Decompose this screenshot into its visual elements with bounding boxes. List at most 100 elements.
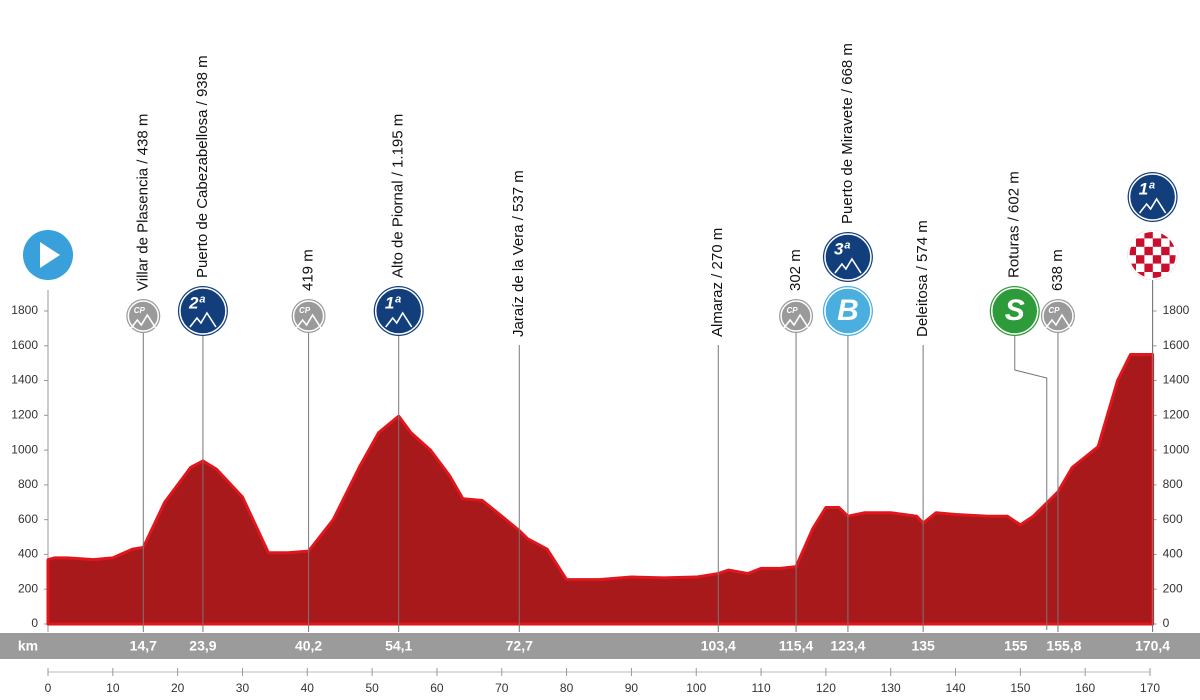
icon-circle <box>1127 172 1178 222</box>
checker-cell <box>1144 246 1153 256</box>
icon-ring <box>824 233 872 281</box>
checker-cell <box>1152 238 1162 247</box>
waypoint-label: Villar de Plasencia / 438 m <box>134 114 151 291</box>
x-tick-label: 150 <box>1010 681 1030 695</box>
km-mark-label: 54,1 <box>385 638 412 654</box>
y-tick-label: 1000 <box>1163 442 1190 456</box>
waypoint-label: Jaraíz de la Vera / 537 m <box>510 170 527 337</box>
icon-glyph <box>189 311 217 328</box>
x-tick-label: 120 <box>816 681 836 695</box>
km-mark-label: 72,7 <box>506 638 533 654</box>
waypoint-label: 419 m <box>300 249 317 291</box>
checker-cell <box>1128 231 1137 239</box>
icon-circle <box>177 286 228 336</box>
y-tick-label: 400 <box>18 547 38 561</box>
icon <box>1127 230 1178 280</box>
checker-cell <box>1152 255 1162 264</box>
icon-ring <box>127 300 160 332</box>
icon-ring <box>374 287 423 335</box>
y-tick-label: 600 <box>18 512 38 526</box>
checker-cell <box>1169 272 1177 279</box>
icon-text: 2ª <box>188 293 205 312</box>
icon-circle <box>989 286 1040 336</box>
checker-cell <box>1136 255 1145 264</box>
x-tick-label: 40 <box>301 681 315 695</box>
icon-ring <box>1042 300 1074 332</box>
y-tick-label: 0 <box>31 616 38 630</box>
y-tick-label: 1200 <box>11 408 38 422</box>
icon-ring <box>991 287 1039 335</box>
icon-glyph <box>385 311 413 328</box>
y-tick-label: 1600 <box>11 338 38 352</box>
waypoint-label: 302 m <box>787 249 804 291</box>
icon: CP <box>779 299 814 333</box>
icon-glyph <box>782 313 810 330</box>
x-tick-label: 80 <box>560 681 574 695</box>
y-tick-label: 1000 <box>11 442 38 456</box>
km-mark-label: 170,4 <box>1135 638 1170 654</box>
x-tick-label: 60 <box>430 681 444 695</box>
icon-ring <box>179 287 227 335</box>
checker-cell <box>1152 272 1162 279</box>
elevation-area <box>46 352 1155 626</box>
y-tick-label: 1400 <box>1163 373 1190 387</box>
icon: 1ª <box>373 286 424 336</box>
y-tick-label: 200 <box>1163 581 1183 595</box>
waypoint-line <box>1014 336 1048 630</box>
icon-glyph <box>834 257 862 274</box>
km-mark-label: 135 <box>911 638 935 654</box>
km-mark-label: 155 <box>1004 638 1028 654</box>
km-mark-label: 115,4 <box>779 638 813 654</box>
y-tick-label: 600 <box>1163 512 1183 526</box>
icon-text: CP <box>299 306 311 315</box>
checker-cell <box>1169 255 1177 264</box>
icon-text: CP <box>787 306 799 315</box>
icon-glyph <box>294 313 323 330</box>
icon-ring <box>1127 230 1178 280</box>
x-tick-label: 110 <box>751 681 770 695</box>
icon-text: B <box>837 294 859 327</box>
waypoint-label: 638 m <box>1049 249 1066 291</box>
icon: CP <box>1040 299 1075 333</box>
checker-cell <box>1161 263 1170 272</box>
y-tick-label: 200 <box>18 581 38 595</box>
icon-text: 3ª <box>834 239 850 258</box>
icon-glyph <box>1138 197 1167 214</box>
x-tick-label: 130 <box>881 681 901 695</box>
x-tick-label: 100 <box>686 681 706 695</box>
y-tick-label: 400 <box>1163 547 1183 561</box>
km-mark-label: 14,7 <box>130 638 157 654</box>
x-tick-label: 10 <box>106 681 120 695</box>
icon-circle <box>822 286 873 336</box>
icon: S <box>989 286 1040 336</box>
y-tick-label: 1200 <box>1163 408 1190 422</box>
y-tick-label: 1600 <box>1163 338 1190 352</box>
waypoint-label: Roturas / 602 m <box>1006 171 1023 278</box>
icon-text: S <box>1005 294 1025 327</box>
x-tick-label: 20 <box>171 681 185 695</box>
waypoint-label: Almaraz / 270 m <box>709 228 726 337</box>
x-tick-label: 70 <box>495 681 509 695</box>
waypoint-label: Puerto de Cabezabellosa / 938 m <box>194 55 211 278</box>
icon: CP <box>126 299 161 333</box>
icon: 3ª <box>822 232 873 282</box>
icon-circle <box>373 286 424 336</box>
icon-text: CP <box>134 306 146 315</box>
km-mark-label: 123,4 <box>830 638 865 654</box>
y-tick-label: 800 <box>18 477 38 491</box>
icon-ring <box>1128 173 1177 221</box>
icon-circle <box>822 232 873 282</box>
icon: 2ª <box>177 286 228 336</box>
icon-ring <box>292 300 325 332</box>
icon-ring <box>780 300 812 332</box>
km-label: km <box>18 638 38 654</box>
icon-glyph <box>129 313 157 330</box>
x-tick-label: 0 <box>45 681 52 695</box>
icon: CP <box>291 299 326 333</box>
y-tick-label: 1800 <box>1163 303 1190 317</box>
km-mark-label: 155,8 <box>1046 638 1081 654</box>
icon-text: 1ª <box>385 293 401 312</box>
waypoint-label: Puerto de Miravete / 668 m <box>839 43 856 224</box>
km-mark-label: 40,2 <box>295 638 322 654</box>
x-tick-label: 90 <box>625 681 639 695</box>
